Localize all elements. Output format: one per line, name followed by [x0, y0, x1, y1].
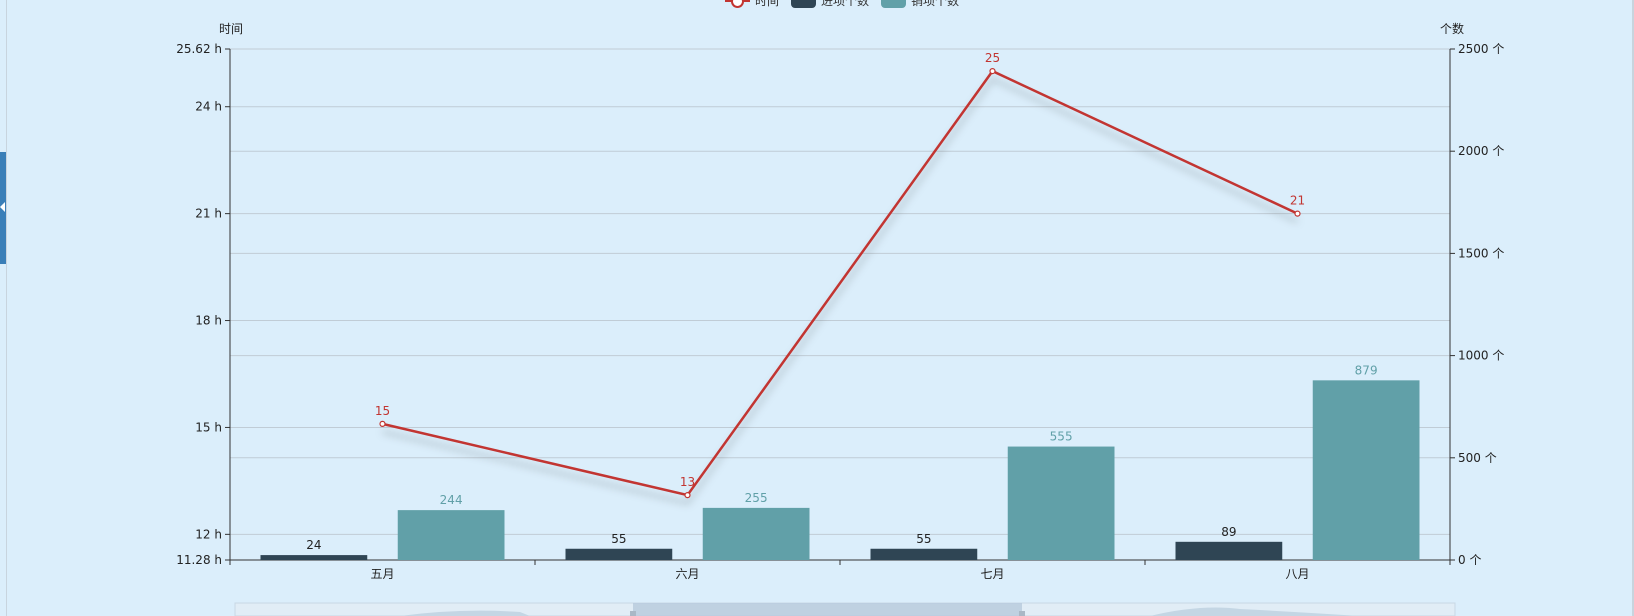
zoom-handle-left	[630, 611, 636, 616]
y-left-tick-label: 18 h	[195, 314, 222, 328]
y-right-tick-label: 1000 个	[1458, 349, 1504, 363]
line-point	[989, 67, 996, 75]
line-point	[684, 492, 691, 499]
y-right-tick-label: 1500 个	[1458, 246, 1504, 260]
axes: 11.28 h 12 h 15 h 18 h 21 h 24 h 25.62 h 0 个 500…	[176, 42, 1504, 581]
legend-item-input-count[interactable]: 进项个数	[791, 0, 869, 9]
data-zoom-slider[interactable]	[234, 602, 1456, 616]
zoom-preview-shape	[1150, 607, 1360, 616]
bar	[870, 548, 978, 560]
line-value-label: 15	[375, 404, 390, 418]
bar	[565, 548, 673, 560]
bar	[1007, 446, 1115, 560]
y-right-tick-label: 2500 个	[1458, 42, 1504, 56]
y-left-axis-name: 时间	[219, 22, 244, 36]
y-left-tick-label: 15 h	[195, 420, 222, 434]
series-line	[382, 69, 1299, 497]
legend-item-time[interactable]: 时间	[725, 0, 779, 9]
legend-label: 时间	[755, 0, 780, 8]
bar	[1312, 380, 1420, 560]
y-left-tick-label: 21 h	[195, 207, 222, 221]
bar-value-label: 244	[440, 493, 463, 507]
zoom-selection	[633, 603, 1022, 616]
bar-value-label: 879	[1355, 363, 1378, 377]
line-value-label: 13	[680, 475, 695, 489]
bar-value-label: 55	[611, 532, 626, 546]
bar	[1175, 541, 1283, 560]
grid	[230, 48, 1450, 561]
legend-label: 销项个数	[911, 0, 960, 8]
y-left-tick-label: 25.62 h	[176, 42, 222, 56]
y-right-tick-label: 2000 个	[1458, 144, 1504, 158]
legend-line-icon	[725, 0, 750, 8]
line-value-label: 25	[985, 51, 1000, 65]
bar-value-label: 55	[916, 532, 931, 546]
x-tick-label: 七月	[980, 567, 1004, 581]
right-divider	[1632, 0, 1634, 616]
legend-bar-icon	[791, 0, 817, 8]
y-left-tick-label: 11.28 h	[176, 553, 222, 567]
line-point	[379, 420, 386, 427]
legend-label: 进项个数	[821, 0, 870, 8]
bar	[397, 510, 505, 560]
bar-value-label: 255	[745, 491, 768, 505]
bar-value-label: 24	[306, 538, 321, 552]
bar	[260, 555, 368, 560]
y-right-axis-name: 个数	[1440, 22, 1465, 36]
bars: 24 55 55 89 244 255 555 879	[260, 363, 1420, 560]
chevron-left-icon[interactable]	[0, 202, 5, 212]
bar-value-label: 555	[1050, 430, 1073, 444]
line-value-label: 21	[1290, 194, 1305, 208]
y-left-tick-label: 24 h	[195, 100, 222, 114]
bar	[702, 507, 810, 560]
line-series: 15 13 25 21	[375, 51, 1305, 499]
chart-legend: 时间 进项个数 销项个数	[725, 0, 959, 9]
line-point	[1294, 210, 1301, 217]
legend-bar-icon	[881, 0, 907, 8]
y-right-tick-label: 500 个	[1458, 451, 1497, 465]
left-divider	[6, 0, 7, 616]
zoom-preview-shape	[400, 610, 530, 616]
zoom-handle-right	[1019, 611, 1025, 616]
x-tick-label: 五月	[370, 567, 394, 581]
y-left-tick-label: 12 h	[195, 527, 222, 541]
x-tick-label: 八月	[1285, 567, 1309, 581]
x-tick-label: 六月	[675, 567, 699, 581]
y-right-tick-label: 0 个	[1458, 553, 1481, 567]
legend-item-output-count[interactable]: 销项个数	[881, 0, 959, 9]
bar-value-label: 89	[1221, 525, 1236, 539]
